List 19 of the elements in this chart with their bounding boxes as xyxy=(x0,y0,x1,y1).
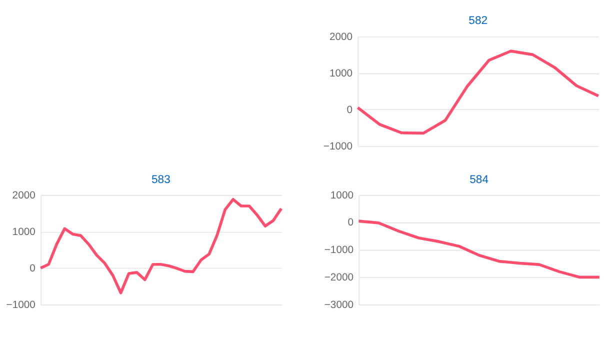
chart-title: 583 xyxy=(152,174,170,186)
line-series xyxy=(39,198,283,294)
y-tick-label: 0 xyxy=(30,263,36,274)
y-tick-label: −2000 xyxy=(324,272,354,284)
y-tick-label: 1000 xyxy=(329,68,353,80)
y-tick-label: 1000 xyxy=(330,190,354,202)
line-series xyxy=(356,50,600,135)
y-tick-label: −3000 xyxy=(324,300,354,311)
y-tick-label: 2000 xyxy=(329,32,353,43)
y-tick-label: −1000 xyxy=(6,300,36,311)
chart-title: 584 xyxy=(470,174,488,186)
line-series xyxy=(357,220,601,279)
y-tick-label: −1000 xyxy=(324,245,354,256)
y-tick-label: 1000 xyxy=(12,226,36,238)
y-tick-label: 2000 xyxy=(12,190,36,202)
y-tick-label: 0 xyxy=(348,218,354,229)
y-tick-label: −1000 xyxy=(323,141,353,152)
y-tick-label: 0 xyxy=(346,104,353,116)
chart-title: 582 xyxy=(468,15,488,28)
